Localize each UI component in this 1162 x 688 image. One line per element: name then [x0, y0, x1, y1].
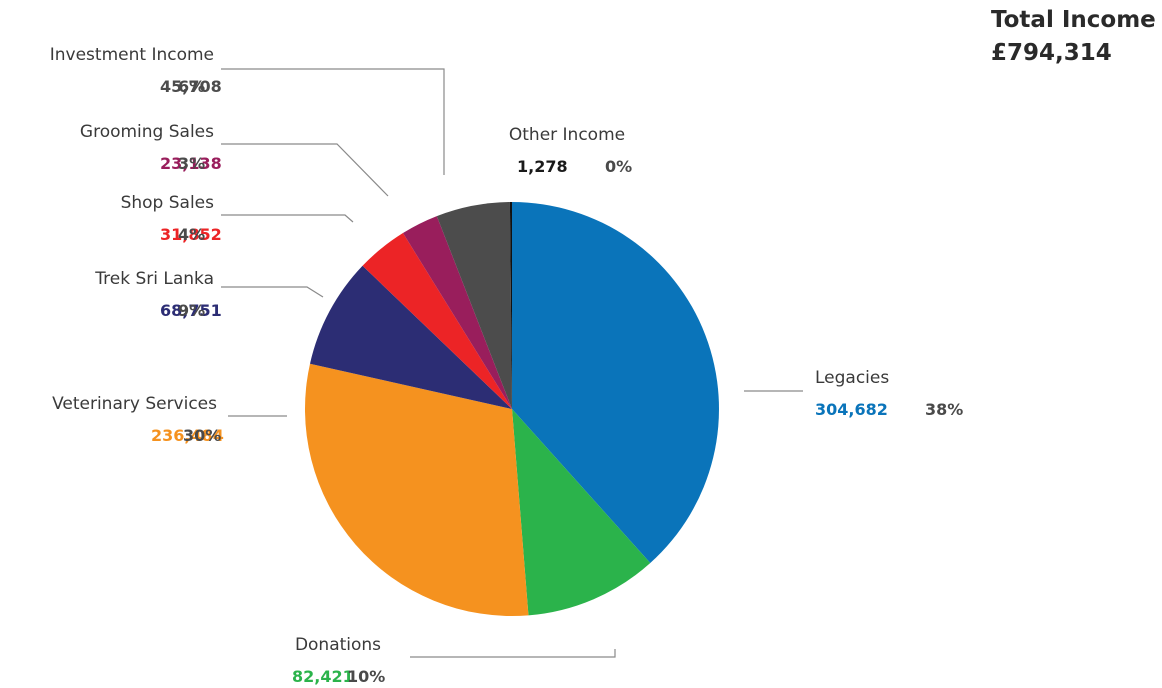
pie-slice-veterinary-services	[304, 363, 529, 617]
total-income-label: Total Income	[991, 7, 1156, 33]
pie-slice-grooming-sales	[402, 216, 512, 409]
pie-slice-legacies	[512, 202, 719, 564]
leader-line-trek-sri-lanka	[221, 286, 324, 298]
pie-slice-other-income	[509, 201, 512, 409]
leader-line-investment-income	[221, 68, 445, 175]
leader-line-shop-sales	[221, 214, 354, 223]
total-income: Total Income £794,314	[991, 4, 1156, 70]
pie-slice-investment-income	[436, 202, 512, 409]
label-name-other-income: Other Income	[509, 125, 625, 145]
label-name-veterinary-services: Veterinary Services	[52, 394, 217, 414]
label-pct-shop-sales: 4%	[178, 225, 205, 244]
label-name-trek-sri-lanka: Trek Sri Lanka	[94, 269, 214, 289]
pie-slices	[304, 201, 719, 617]
label-legacies: Legacies 304,682 38%	[744, 368, 963, 419]
label-pct-other-income: 0%	[605, 157, 632, 176]
label-value-other-income: 1,278	[517, 157, 568, 176]
label-other-income: Other Income 1,278 0%	[509, 125, 632, 176]
label-pct-donations: 10%	[347, 667, 385, 686]
total-income-value: £794,314	[991, 40, 1112, 66]
label-value-donations: 82,421	[292, 667, 354, 686]
label-value-trek-sri-lanka: 68,751	[160, 301, 222, 320]
label-name-legacies: Legacies	[815, 368, 889, 388]
pie-slice-donations	[512, 409, 651, 616]
pie-slice-trek-sri-lanka	[310, 265, 512, 409]
label-name-grooming-sales: Grooming Sales	[80, 122, 214, 142]
label-pct-investment-income: 6%	[178, 77, 205, 96]
leader-line-grooming-sales	[221, 143, 389, 197]
label-value-shop-sales: 31,852	[160, 225, 222, 244]
pie-slice-shop-sales	[362, 233, 512, 409]
label-value-legacies: 304,682	[815, 400, 888, 419]
label-value-grooming-sales: 23,138	[160, 154, 222, 173]
label-pct-legacies: 38%	[925, 400, 963, 419]
label-name-investment-income: Investment Income	[50, 45, 214, 65]
label-name-shop-sales: Shop Sales	[121, 193, 215, 213]
label-pct-grooming-sales: 3%	[178, 154, 205, 173]
label-name-donations: Donations	[295, 635, 381, 655]
label-value-veterinary-services: 236,484	[151, 426, 224, 445]
label-pct-veterinary-services: 30%	[183, 426, 221, 445]
label-pct-trek-sri-lanka: 9%	[178, 301, 205, 320]
leader-line-donations	[410, 649, 616, 658]
label-value-investment-income: 45,708	[160, 77, 222, 96]
